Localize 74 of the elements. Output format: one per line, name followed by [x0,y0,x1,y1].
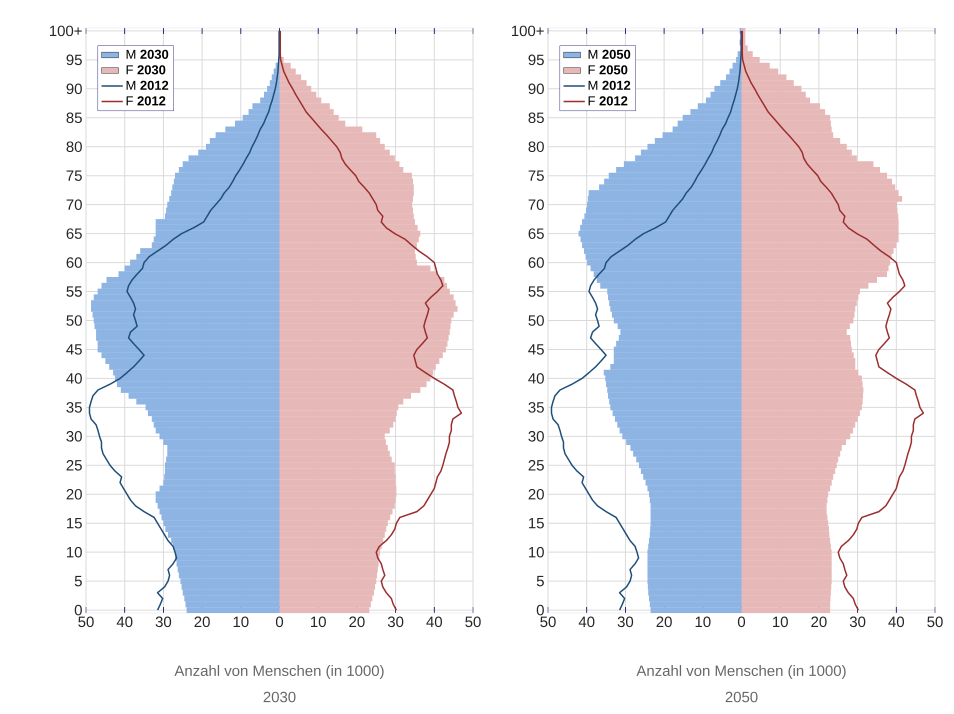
x-axis-title: Anzahl von Menschen (in 1000) [636,665,846,679]
x-tick-label: 40 [116,616,132,628]
x-tick-label: 0 [276,616,284,628]
legend-label: M 2012 [588,80,630,90]
y-tick-label: 0 [74,604,82,616]
y-tick-label: 0 [536,604,544,616]
y-tick-label: 45 [528,344,544,355]
x-tick-label: 10 [311,616,326,628]
x-tick-label: 50 [927,616,943,628]
y-tick-label: 15 [529,518,544,528]
legend-label: F 2050 [588,65,628,74]
legend-label: F 2012 [126,96,166,106]
y-tick-label: 80 [528,141,544,152]
y-tick-label: 30 [528,431,544,442]
y-tick-label: 70 [66,199,82,210]
y-tick-label: 35 [66,402,82,413]
y-tick-label: 75 [66,170,82,181]
y-tick-label: 20 [66,488,82,500]
x-tick-label: 30 [850,616,866,628]
legend-label: M 2012 [126,80,168,90]
y-tick-label: 75 [528,170,544,181]
x-tick-label: 30 [156,616,172,628]
x-tick-label: 20 [349,616,365,628]
y-tick-label: 55 [528,286,544,297]
text: 2030 [264,692,296,702]
legend-label: M 2050 [588,50,630,59]
y-tick-label: 45 [66,344,82,355]
y-tick-label: 100+ [50,26,82,36]
x-tick-label: 20 [656,616,672,628]
y-tick-label: 95 [528,54,544,66]
y-tick-label: 85 [528,112,544,124]
y-tick-label: 15 [67,518,82,528]
y-tick-label: 95 [66,54,82,66]
y-tick-label: 90 [66,84,82,94]
x-axis-title: Anzahl von Menschen (in 1000) [174,665,384,679]
x-tick-label: 30 [618,616,634,628]
x-tick-label: 10 [773,616,788,628]
y-tick-label: 25 [528,460,544,471]
x-tick-label: 20 [811,616,827,628]
y-tick-label: 70 [528,199,544,210]
y-tick-label: 10 [529,546,544,558]
y-tick-label: 20 [528,488,544,500]
x-tick-label: 50 [465,616,481,628]
x-tick-label: 30 [388,616,404,628]
text: 2050 [726,692,758,702]
y-tick-label: 25 [66,460,82,471]
legend-label: M 2030 [126,50,168,59]
y-tick-label: 65 [528,228,544,239]
x-tick-label: 40 [578,616,594,628]
y-tick-label: 5 [74,576,82,586]
y-tick-label: 35 [528,402,544,413]
y-tick-label: 80 [66,141,82,152]
x-tick-label: 40 [888,616,904,628]
y-tick-label: 60 [66,257,82,268]
y-tick-label: 90 [528,84,544,94]
y-tick-label: 40 [66,373,82,384]
x-tick-label: 20 [194,616,210,628]
legend-label: F 2012 [588,96,628,106]
y-tick-label: 40 [528,373,544,384]
y-tick-label: 50 [66,315,82,326]
x-tick-label: 0 [738,616,746,628]
y-tick-label: 60 [528,257,544,268]
x-tick-label: 40 [426,616,442,628]
y-tick-label: 100+ [512,26,544,36]
y-tick-label: 5 [536,576,544,586]
y-tick-label: 85 [66,112,82,124]
y-tick-label: 50 [528,315,544,326]
x-tick-label: 10 [234,616,249,628]
legend-label: F 2030 [126,65,166,74]
y-tick-label: 65 [66,228,82,239]
x-tick-label: 10 [696,616,711,628]
y-tick-label: 55 [66,286,82,297]
y-tick-label: 10 [67,546,82,558]
y-tick-label: 30 [66,431,82,442]
